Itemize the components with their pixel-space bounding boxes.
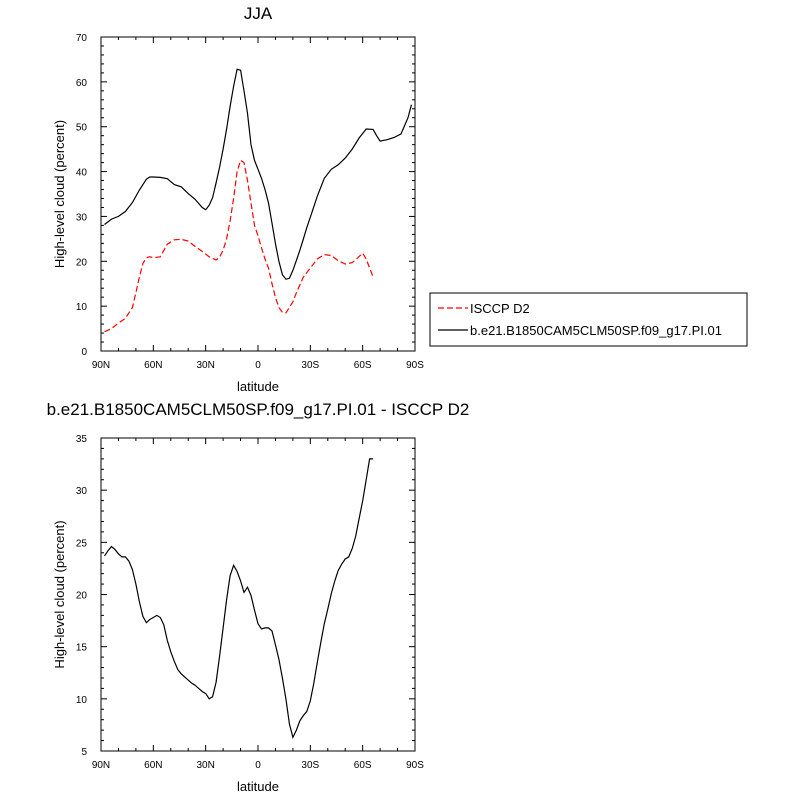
x-tick-label: 60N [144, 760, 162, 771]
x-tick-label: 90N [92, 360, 110, 371]
x-tick-label: 30S [301, 760, 319, 771]
x-axis-title: latitude [237, 379, 279, 394]
x-tick-label: 90N [92, 760, 110, 771]
x-tick-label: 30S [301, 360, 319, 371]
legend-box [429, 292, 748, 347]
y-tick-label: 15 [76, 643, 88, 654]
x-tick-label: 60N [144, 360, 162, 371]
x-axis-title: latitude [237, 779, 279, 794]
series-line-model [104, 68, 413, 280]
y-tick-label: 20 [76, 591, 88, 602]
plot-frame [100, 36, 416, 352]
y-tick-label: 60 [76, 78, 88, 89]
x-tick-label: 90S [406, 760, 424, 771]
legend-label: b.e21.B1850CAM5CLM50SP.f09_g17.PI.01 [470, 323, 722, 338]
x-tick-label: 0 [255, 760, 261, 771]
y-tick-label: 35 [76, 434, 88, 445]
y-tick-label: 70 [76, 33, 88, 44]
x-tick-label: 30N [196, 760, 214, 771]
x-tick-label: 30N [196, 360, 214, 371]
x-tick-label: 90S [406, 360, 424, 371]
y-axis-title: High-level cloud (percent) [52, 120, 67, 268]
y-tick-label: 10 [76, 302, 88, 313]
series-line-isccp-d2 [104, 159, 374, 333]
y-tick-label: 20 [76, 257, 88, 268]
y-tick-label: 25 [76, 538, 88, 549]
x-tick-label: 60S [354, 360, 372, 371]
y-tick-label: 10 [76, 695, 88, 706]
chart-title: b.e21.B1850CAM5CLM50SP.f09_g17.PI.01 - I… [47, 400, 470, 419]
y-tick-label: 40 [76, 168, 88, 179]
y-tick-label: 0 [81, 347, 87, 358]
plot-frame [100, 437, 416, 752]
x-tick-label: 0 [255, 360, 261, 371]
series-line-model [104, 458, 374, 740]
legend-label: ISCCP D2 [470, 301, 530, 316]
y-tick-label: 30 [76, 212, 88, 223]
chart-title: JJA [244, 4, 273, 23]
y-axis-title: High-level cloud (percent) [52, 520, 67, 668]
y-tick-label: 5 [81, 747, 87, 758]
x-tick-label: 60S [354, 760, 372, 771]
y-tick-label: 50 [76, 123, 88, 134]
y-tick-label: 30 [76, 486, 88, 497]
